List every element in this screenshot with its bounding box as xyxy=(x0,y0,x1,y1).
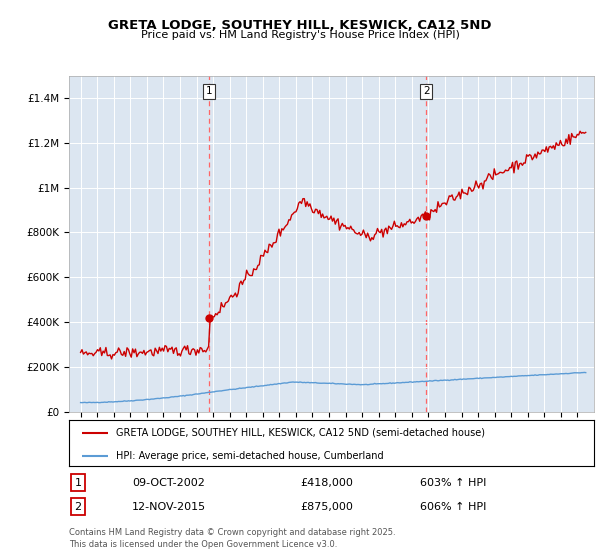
Text: £875,000: £875,000 xyxy=(300,502,353,512)
Text: GRETA LODGE, SOUTHEY HILL, KESWICK, CA12 5ND (semi-detached house): GRETA LODGE, SOUTHEY HILL, KESWICK, CA12… xyxy=(116,428,485,438)
Text: HPI: Average price, semi-detached house, Cumberland: HPI: Average price, semi-detached house,… xyxy=(116,451,384,461)
Text: 09-OCT-2002: 09-OCT-2002 xyxy=(132,478,205,488)
Point xyxy=(421,211,431,220)
Text: 12-NOV-2015: 12-NOV-2015 xyxy=(132,502,206,512)
Text: £418,000: £418,000 xyxy=(300,478,353,488)
Text: 2: 2 xyxy=(74,502,82,512)
Text: Price paid vs. HM Land Registry's House Price Index (HPI): Price paid vs. HM Land Registry's House … xyxy=(140,30,460,40)
Text: 1: 1 xyxy=(74,478,82,488)
Text: 2: 2 xyxy=(423,86,430,96)
Text: 1: 1 xyxy=(206,86,212,96)
Text: Contains HM Land Registry data © Crown copyright and database right 2025.
This d: Contains HM Land Registry data © Crown c… xyxy=(69,528,395,549)
Text: 606% ↑ HPI: 606% ↑ HPI xyxy=(420,502,487,512)
Point xyxy=(205,314,214,323)
Text: 603% ↑ HPI: 603% ↑ HPI xyxy=(420,478,487,488)
Text: GRETA LODGE, SOUTHEY HILL, KESWICK, CA12 5ND: GRETA LODGE, SOUTHEY HILL, KESWICK, CA12… xyxy=(108,18,492,32)
